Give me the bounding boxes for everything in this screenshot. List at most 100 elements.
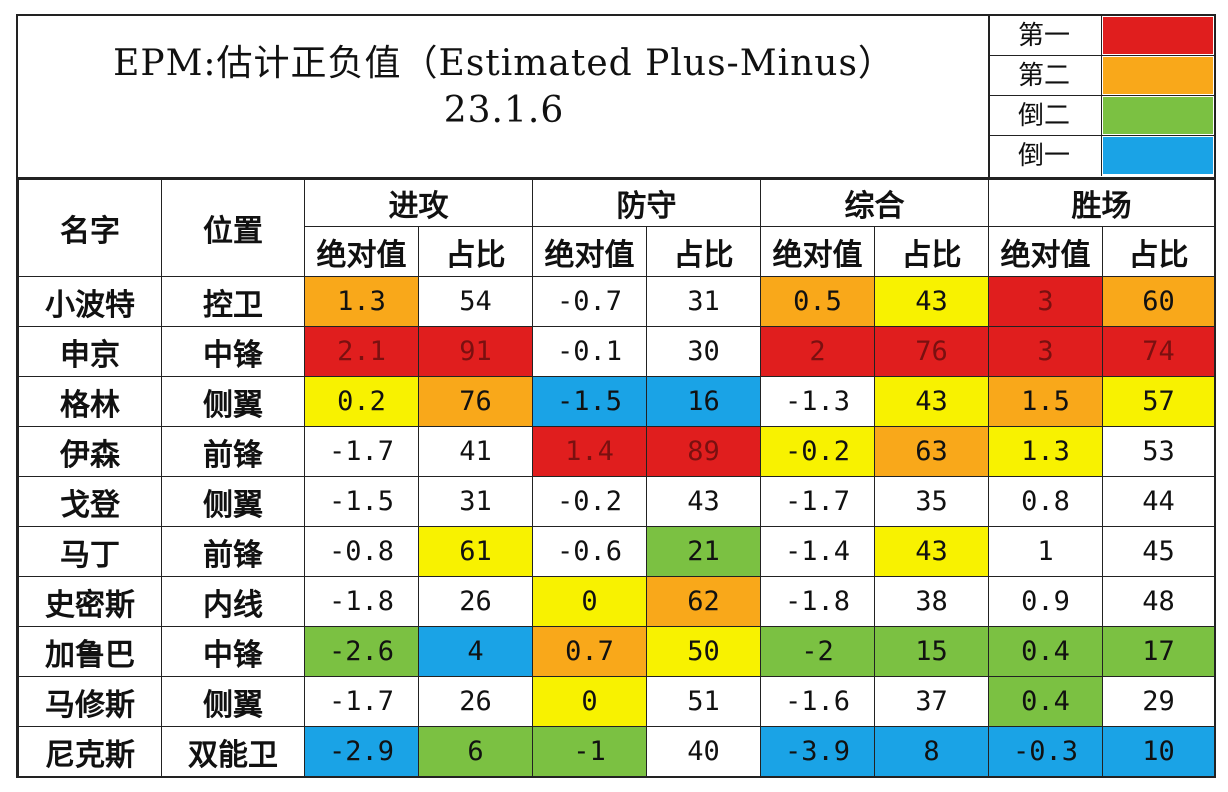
- absolute-value-cell: 1: [988, 526, 1103, 577]
- player-name-cell: 加鲁巴: [18, 626, 162, 677]
- absolute-value-cell: -1.5: [304, 476, 419, 527]
- percent-cell: 37: [874, 676, 989, 727]
- percent-cell: 45: [1102, 526, 1215, 577]
- percent-cell: 43: [874, 526, 989, 577]
- absolute-value-cell: 0: [532, 676, 647, 727]
- absolute-value-cell: -1.8: [760, 576, 875, 627]
- absolute-value-cell: -2.9: [304, 726, 419, 777]
- absolute-value-cell: -0.1: [532, 326, 647, 377]
- header-sub-percent: 占比: [646, 226, 761, 277]
- absolute-value-cell: -0.2: [532, 476, 647, 527]
- absolute-value-cell: -0.3: [988, 726, 1103, 777]
- header-sub-absolute: 绝对值: [760, 226, 875, 277]
- percent-cell: 16: [646, 376, 761, 427]
- absolute-value-cell: -0.8: [304, 526, 419, 577]
- absolute-value-cell: 0.4: [988, 626, 1103, 677]
- percent-cell: 91: [418, 326, 533, 377]
- absolute-value-cell: 0.7: [532, 626, 647, 677]
- player-name-cell: 格林: [18, 376, 162, 427]
- legend-swatch-blue: [1103, 137, 1213, 174]
- player-position-cell: 内线: [161, 576, 305, 627]
- header-sub-percent: 占比: [874, 226, 989, 277]
- absolute-value-cell: -2: [760, 626, 875, 677]
- epm-data-table: 名字 位置 进攻 防守 综合 胜场 绝对值 占比 绝对值 占比 绝对值 占比 绝…: [18, 179, 1215, 777]
- percent-cell: 57: [1102, 376, 1215, 427]
- player-name-cell: 史密斯: [18, 576, 162, 627]
- percent-cell: 30: [646, 326, 761, 377]
- page-title: EPM:估计正负值（Estimated Plus-Minus）: [113, 43, 895, 84]
- absolute-value-cell: 2: [760, 326, 875, 377]
- header-position: 位置: [161, 179, 305, 277]
- absolute-value-cell: 0.9: [988, 576, 1103, 627]
- header-name: 名字: [18, 179, 162, 277]
- absolute-value-cell: -3.9: [760, 726, 875, 777]
- legend-label: 第一: [990, 16, 1102, 56]
- absolute-value-cell: 0: [532, 576, 647, 627]
- absolute-value-cell: 1.3: [988, 426, 1103, 477]
- absolute-value-cell: 3: [988, 326, 1103, 377]
- absolute-value-cell: 0.4: [988, 676, 1103, 727]
- legend-row-last: 倒一: [990, 136, 1214, 176]
- table-row: 史密斯 内线 -1.8 26 0 62 -1.8 38 0.9 48: [18, 576, 1215, 627]
- percent-cell: 76: [874, 326, 989, 377]
- percent-cell: 60: [1102, 276, 1215, 327]
- player-position-cell: 前锋: [161, 426, 305, 477]
- header-group-overall: 综合: [760, 179, 989, 227]
- player-position-cell: 中锋: [161, 326, 305, 377]
- absolute-value-cell: -1.5: [532, 376, 647, 427]
- player-position-cell: 侧翼: [161, 676, 305, 727]
- player-name-cell: 尼克斯: [18, 726, 162, 777]
- table-row: 马丁 前锋 -0.8 61 -0.6 21 -1.4 43 1 45: [18, 526, 1215, 577]
- table-row: 小波特 控卫 1.3 54 -0.7 31 0.5 43 3 60: [18, 276, 1215, 327]
- player-name-cell: 小波特: [18, 276, 162, 327]
- absolute-value-cell: -1.8: [304, 576, 419, 627]
- percent-cell: 53: [1102, 426, 1215, 477]
- player-name-cell: 戈登: [18, 476, 162, 527]
- header-group-defense: 防守: [532, 179, 761, 227]
- header-sub-absolute: 绝对值: [532, 226, 647, 277]
- percent-cell: 31: [418, 476, 533, 527]
- table-row: 伊森 前锋 -1.7 41 1.4 89 -0.2 63 1.3 53: [18, 426, 1215, 477]
- percent-cell: 44: [1102, 476, 1215, 527]
- percent-cell: 38: [874, 576, 989, 627]
- percent-cell: 50: [646, 626, 761, 677]
- percent-cell: 4: [418, 626, 533, 677]
- absolute-value-cell: -1.7: [304, 426, 419, 477]
- header-row-groups: 名字 位置 进攻 防守 综合 胜场: [18, 179, 1215, 277]
- percent-cell: 40: [646, 726, 761, 777]
- absolute-value-cell: -1.7: [304, 676, 419, 727]
- absolute-value-cell: 3: [988, 276, 1103, 327]
- table-body: 小波特 控卫 1.3 54 -0.7 31 0.5 43 3 60 申京 中锋 2.1 91 -0.1 30 2…: [18, 276, 1215, 777]
- absolute-value-cell: 2.1: [304, 326, 419, 377]
- header-sub-absolute: 绝对值: [304, 226, 419, 277]
- table-row: 加鲁巴 中锋 -2.6 4 0.7 50 -2 15 0.4 17: [18, 626, 1215, 677]
- percent-cell: 35: [874, 476, 989, 527]
- legend-label: 倒二: [990, 96, 1102, 136]
- percent-cell: 54: [418, 276, 533, 327]
- absolute-value-cell: -0.6: [532, 526, 647, 577]
- absolute-value-cell: -0.2: [760, 426, 875, 477]
- player-position-cell: 双能卫: [161, 726, 305, 777]
- header-sub-percent: 占比: [1102, 226, 1215, 277]
- player-position-cell: 控卫: [161, 276, 305, 327]
- percent-cell: 61: [418, 526, 533, 577]
- header-group-wins: 胜场: [988, 179, 1215, 227]
- percent-cell: 10: [1102, 726, 1215, 777]
- percent-cell: 17: [1102, 626, 1215, 677]
- percent-cell: 89: [646, 426, 761, 477]
- absolute-value-cell: 1.3: [304, 276, 419, 327]
- absolute-value-cell: -1.3: [760, 376, 875, 427]
- absolute-value-cell: 1.4: [532, 426, 647, 477]
- legend-label: 倒一: [990, 136, 1102, 176]
- percent-cell: 62: [646, 576, 761, 627]
- table-row: 戈登 侧翼 -1.5 31 -0.2 43 -1.7 35 0.8 44: [18, 476, 1215, 527]
- percent-cell: 29: [1102, 676, 1215, 727]
- player-name-cell: 马丁: [18, 526, 162, 577]
- header-sub-percent: 占比: [418, 226, 533, 277]
- absolute-value-cell: 0.8: [988, 476, 1103, 527]
- absolute-value-cell: 0.5: [760, 276, 875, 327]
- table-row: 申京 中锋 2.1 91 -0.1 30 2 76 3 74: [18, 326, 1215, 377]
- title-date: 23.1.6: [443, 90, 565, 131]
- percent-cell: 43: [646, 476, 761, 527]
- legend-swatch-red: [1103, 17, 1213, 54]
